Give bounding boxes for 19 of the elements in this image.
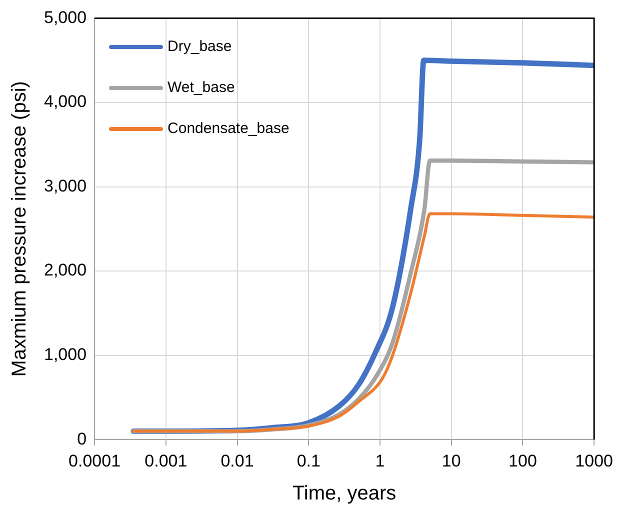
x-axis-title: Time, years [292, 482, 396, 505]
x-tick-label: 0.1 [296, 451, 320, 470]
x-tick-label: 0.0001 [68, 451, 121, 470]
y-tick-label: 5,000 [44, 8, 87, 27]
x-tick-label: 10 [442, 451, 461, 470]
y-tick-label: 0 [77, 429, 87, 448]
x-tick-label: 100 [508, 451, 537, 470]
y-tick-label: 3,000 [44, 176, 87, 196]
legend-label: Condensate_base [168, 120, 290, 138]
y-tick-label: 1,000 [44, 345, 87, 364]
y-axis-title: Maxmium pressure increase (psi) [8, 81, 31, 377]
legend-label: Dry_base [168, 38, 232, 56]
legend-label: Wet_base [168, 79, 235, 96]
x-tick-label: 0.01 [220, 451, 254, 470]
x-tick-label: 1 [375, 451, 385, 470]
y-tick-label: 2,000 [44, 260, 87, 280]
x-tick-label: 0.001 [144, 451, 188, 470]
y-tick-label: 4,000 [44, 92, 87, 112]
x-tick-label: 1000 [575, 451, 614, 470]
